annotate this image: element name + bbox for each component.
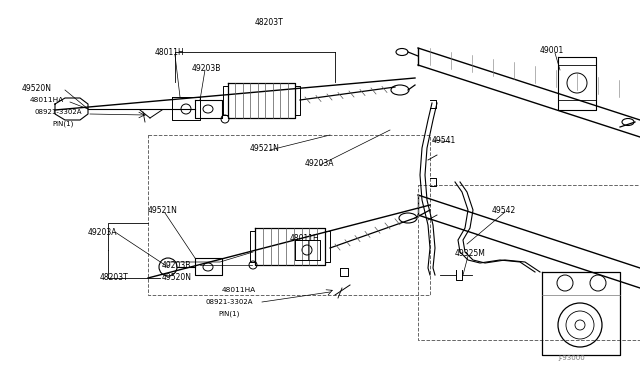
Text: 49203B: 49203B bbox=[192, 64, 221, 73]
Text: 49203A: 49203A bbox=[88, 228, 118, 237]
Text: 08921-3302A: 08921-3302A bbox=[205, 299, 253, 305]
Text: J-93000: J-93000 bbox=[558, 355, 585, 361]
Text: 49001: 49001 bbox=[540, 45, 564, 55]
Text: 48011H: 48011H bbox=[155, 48, 185, 57]
Text: 08921-3302A: 08921-3302A bbox=[34, 109, 81, 115]
Text: 49325M: 49325M bbox=[455, 250, 486, 259]
Text: 48203T: 48203T bbox=[255, 17, 284, 26]
Text: 49203B: 49203B bbox=[162, 260, 191, 269]
Text: 48203T: 48203T bbox=[100, 273, 129, 282]
Text: 49203A: 49203A bbox=[305, 158, 335, 167]
Text: 49520N: 49520N bbox=[162, 273, 192, 282]
Text: 49521N: 49521N bbox=[148, 205, 178, 215]
Text: PIN(1): PIN(1) bbox=[52, 121, 74, 127]
Text: 48011HA: 48011HA bbox=[30, 97, 64, 103]
Text: PIN(1): PIN(1) bbox=[218, 311, 239, 317]
Text: 49521N: 49521N bbox=[250, 144, 280, 153]
Text: 49541: 49541 bbox=[432, 135, 456, 144]
Text: 49520N: 49520N bbox=[22, 83, 52, 93]
Text: 49542: 49542 bbox=[492, 205, 516, 215]
Text: 48011HA: 48011HA bbox=[222, 287, 256, 293]
Text: 48011H: 48011H bbox=[290, 234, 320, 243]
